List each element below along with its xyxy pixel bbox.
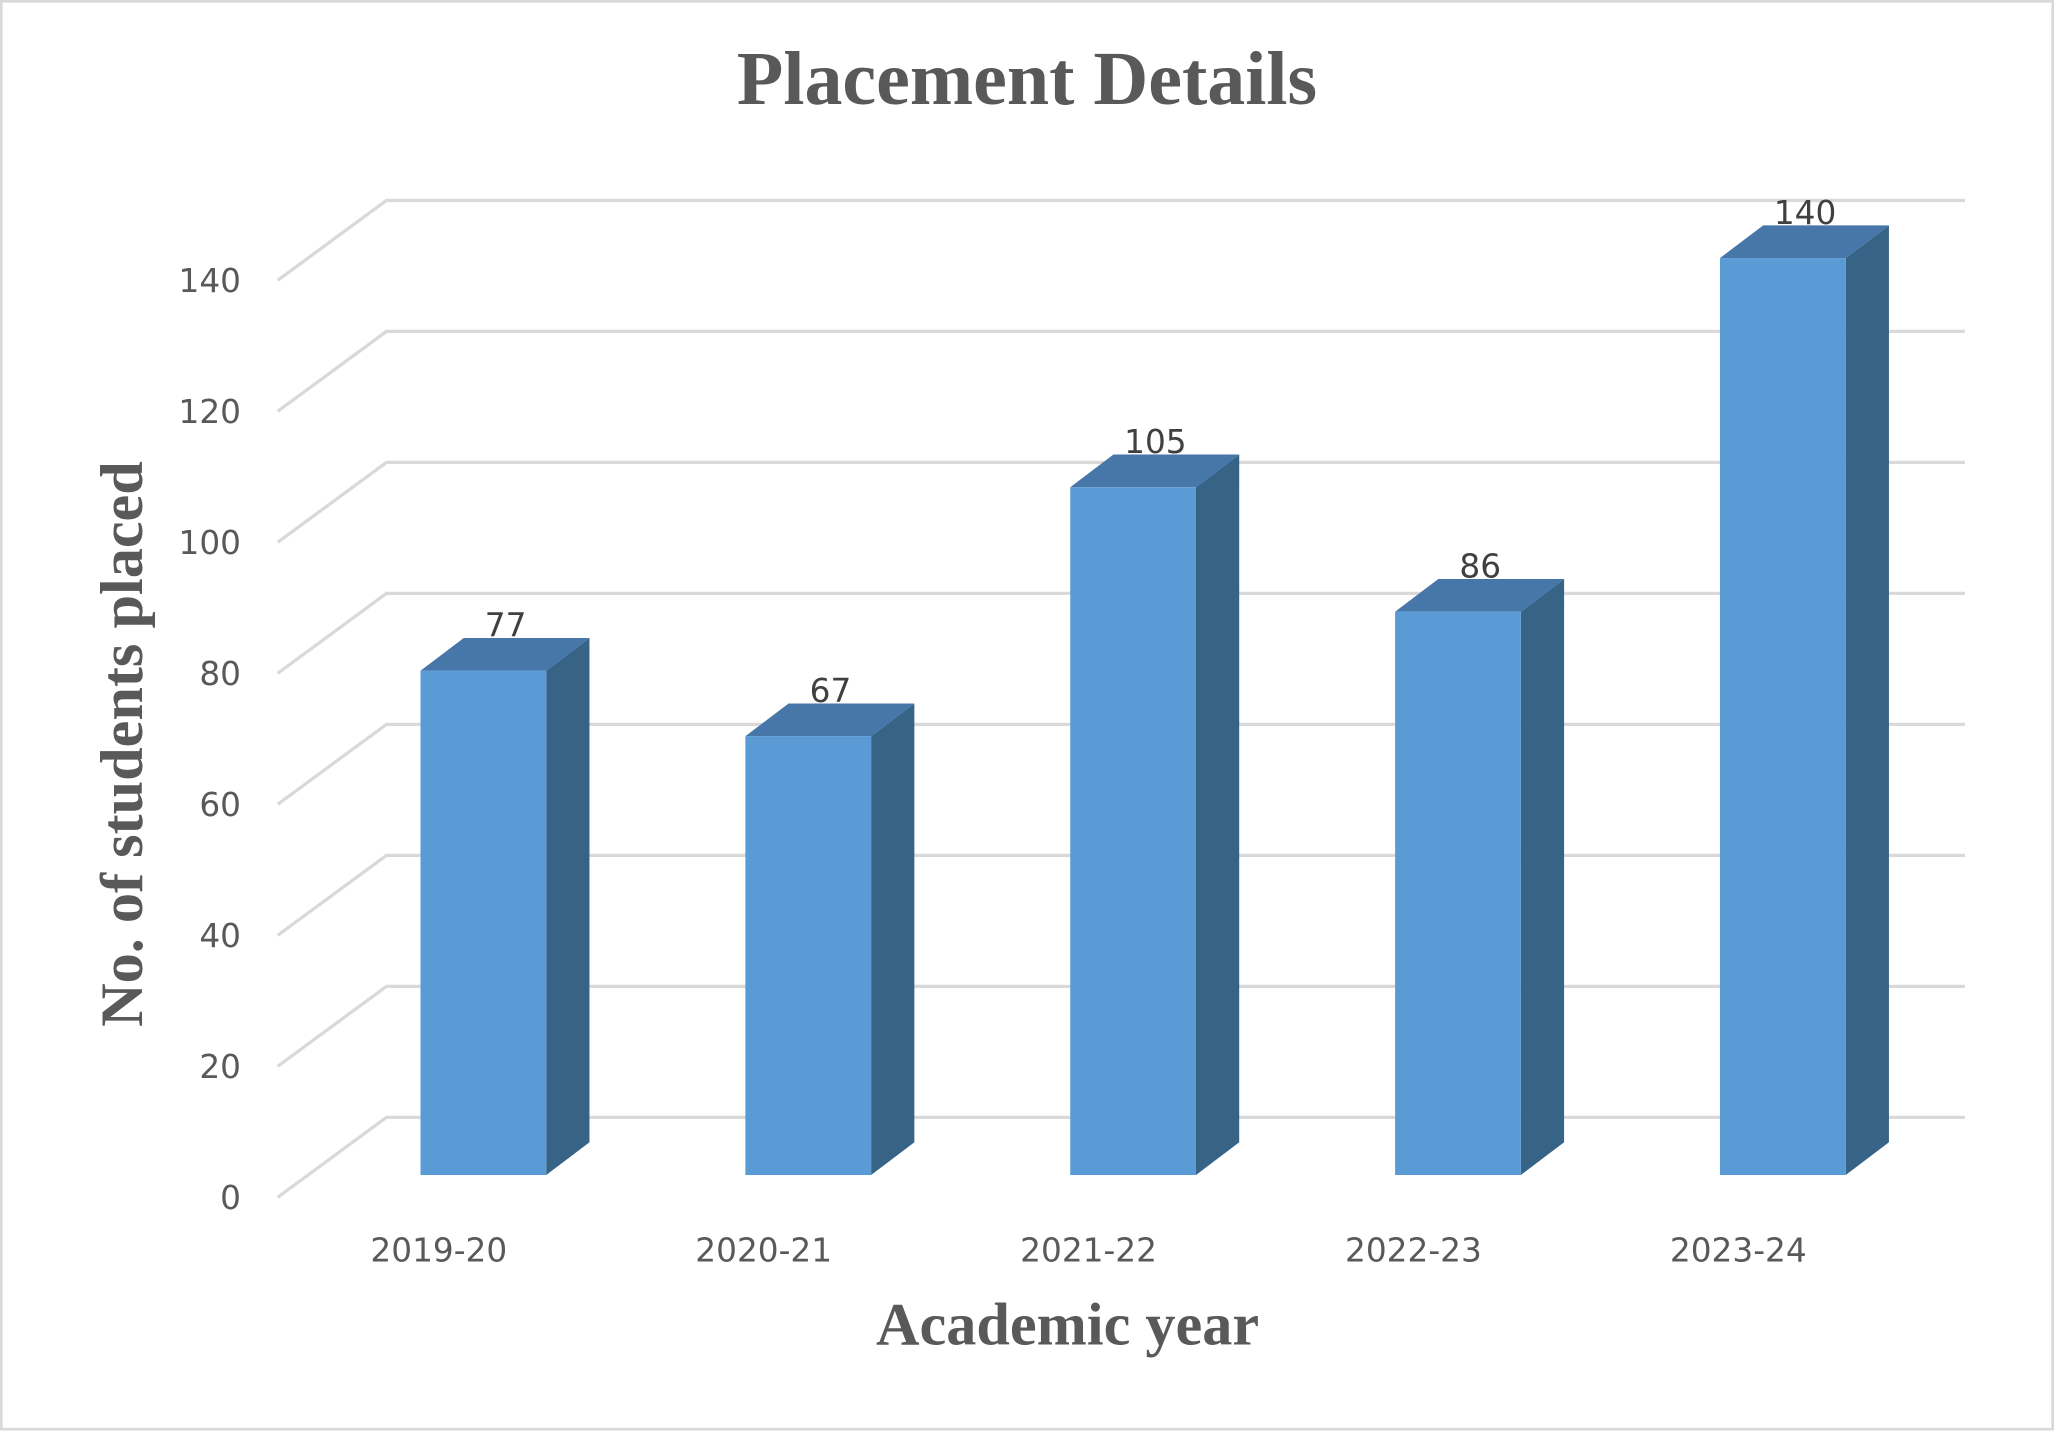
bar-top bbox=[1070, 454, 1240, 488]
data-label: 140 bbox=[1774, 194, 1836, 232]
bar bbox=[1395, 611, 1521, 1176]
y-tick-label: 0 bbox=[220, 1179, 241, 1217]
bar-top bbox=[745, 703, 915, 737]
grid-line bbox=[276, 198, 1965, 282]
bar bbox=[1070, 487, 1196, 1176]
data-label: 86 bbox=[1459, 548, 1501, 586]
data-label: 77 bbox=[485, 606, 527, 644]
bar-top bbox=[1719, 225, 1889, 259]
bar-top bbox=[1395, 579, 1565, 612]
bar bbox=[1719, 258, 1846, 1176]
y-tick-label: 20 bbox=[199, 1048, 241, 1086]
bar-side bbox=[546, 637, 590, 1176]
bar-side bbox=[871, 703, 915, 1176]
y-tick-label: 100 bbox=[179, 524, 241, 562]
y-tick-label: 120 bbox=[179, 393, 241, 431]
bar-top bbox=[420, 637, 590, 671]
grid-line bbox=[276, 460, 1965, 544]
x-tick-label: 2020-21 bbox=[695, 1231, 832, 1269]
chart-title: Placement Details bbox=[737, 37, 1317, 121]
bar-side bbox=[1845, 225, 1889, 1176]
x-tick-label: 2021-22 bbox=[1020, 1231, 1157, 1269]
x-axis-title: Academic year bbox=[876, 1292, 1259, 1359]
y-axis-title: No. of students placed bbox=[89, 461, 156, 1027]
y-tick-label: 40 bbox=[199, 917, 241, 955]
data-label: 67 bbox=[810, 672, 852, 710]
x-tick-label: 2022-23 bbox=[1345, 1231, 1482, 1269]
x-tick-label: 2019-20 bbox=[370, 1231, 507, 1269]
bar-side bbox=[1520, 579, 1565, 1176]
bar bbox=[420, 670, 547, 1176]
data-label: 105 bbox=[1124, 423, 1186, 461]
bar bbox=[745, 736, 872, 1176]
x-tick-label: 2023-24 bbox=[1670, 1231, 1807, 1269]
bar-side bbox=[1195, 454, 1240, 1176]
y-tick-label: 80 bbox=[199, 655, 241, 693]
y-tick-label: 140 bbox=[179, 262, 241, 300]
grid-line bbox=[276, 329, 1965, 413]
y-tick-label: 60 bbox=[199, 786, 241, 824]
